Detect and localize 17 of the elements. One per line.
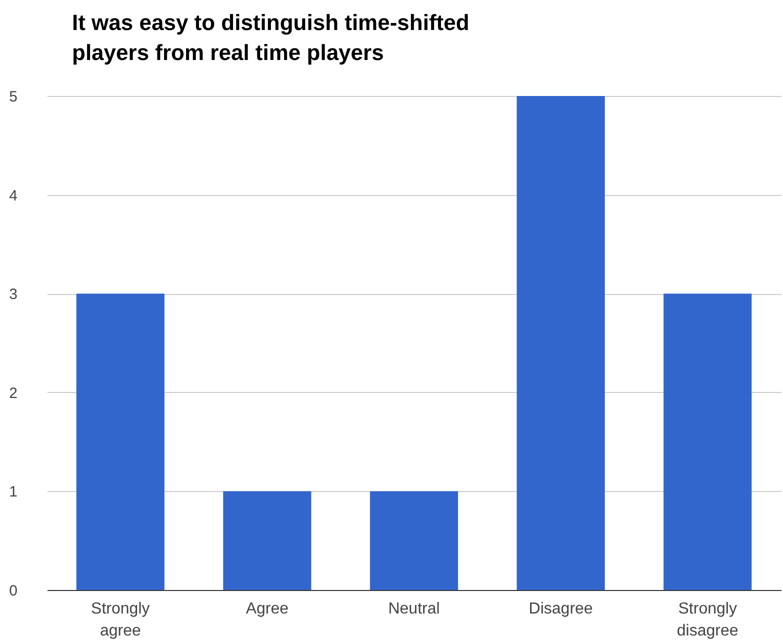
bar [516,96,605,590]
y-tick-label: 2 [9,384,18,402]
x-tick-label: Disagree [528,600,593,618]
y-tick-label: 5 [9,88,18,106]
bar [370,491,458,590]
bar [664,294,752,590]
y-tick-label: 1 [9,484,18,501]
x-tick-label: Neutral [388,600,440,618]
y-tick-label: 3 [9,286,18,304]
y-tick-label: 4 [9,187,18,204]
x-tick-label: Strongly disagree [676,600,738,640]
chart-title: It was easy to distinguish time-shifted players from real time players [72,10,470,65]
x-tick-label: Agree [246,600,289,618]
x-tick-label: Strongly agree [91,600,150,640]
bar [76,294,164,590]
bar [223,491,312,590]
y-tick-label: 0 [9,582,18,600]
